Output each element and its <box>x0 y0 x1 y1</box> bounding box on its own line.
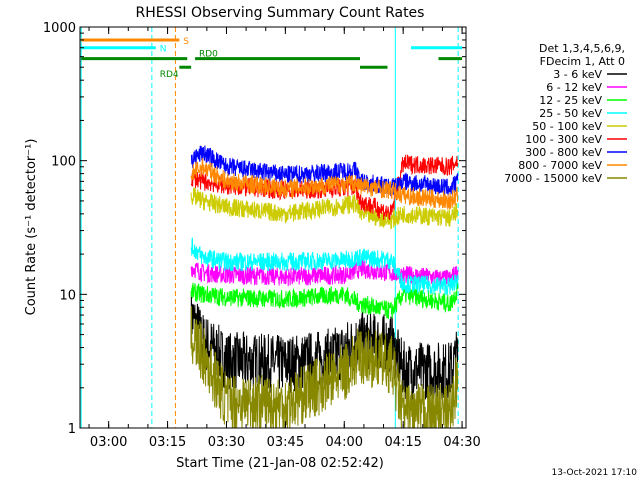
series-50-100kev <box>190 187 459 230</box>
x-tick-label: 03:00 <box>90 435 127 450</box>
chart-title: RHESSI Observing Summary Count Rates <box>136 5 425 21</box>
plot-area: S N RD0 RD4 <box>80 27 463 429</box>
x-axis-label: Start Time (21-Jan-08 02:52:42) <box>176 456 384 471</box>
state-label-n: N <box>160 45 167 55</box>
legend-header: FDecim 1, Att 0 <box>540 55 625 68</box>
y-tick-label: 1000 <box>43 21 76 36</box>
legend-header: Det 1,3,4,5,6,9, <box>539 42 625 55</box>
legend-label: 7000 - 15000 keV <box>504 172 602 185</box>
state-label-s: S <box>183 37 189 47</box>
legend-label: 50 - 100 keV <box>532 120 602 133</box>
y-axis-label: Count Rate (s⁻¹ detector⁻¹) <box>24 139 39 316</box>
legend-label: 25 - 50 keV <box>539 107 602 120</box>
legend-label: 12 - 25 keV <box>539 94 602 107</box>
legend-label: 6 - 12 keV <box>546 81 602 94</box>
state-label-rd4: RD4 <box>160 70 179 80</box>
series-25-50kev <box>190 237 459 296</box>
x-tick-label: 03:45 <box>267 435 304 450</box>
axes: 1 10 100 1000 03:00 03:15 03:30 03:45 04:00 04:15… <box>43 21 481 450</box>
state-label-rd0: RD0 <box>199 50 218 60</box>
series-6-12kev <box>190 259 459 287</box>
x-tick-label: 03:15 <box>149 435 186 450</box>
legend: Det 1,3,4,5,6,9,FDecim 1, Att 03 - 6 keV… <box>504 42 627 185</box>
legend-label: 800 - 7000 keV <box>518 159 602 172</box>
series-7000-15000kev <box>190 306 459 429</box>
y-tick-label: 100 <box>51 155 76 170</box>
plot-frame <box>79 26 467 429</box>
x-tick-label: 03:30 <box>208 435 245 450</box>
timestamp: 13-Oct-2021 17:10 <box>552 468 638 478</box>
series-800-7000kev <box>190 157 459 210</box>
legend-label: 300 - 800 keV <box>525 146 602 159</box>
x-tick-label: 04:15 <box>384 435 421 450</box>
x-tick-label: 04:30 <box>443 435 480 450</box>
x-tick-label: 04:00 <box>326 435 363 450</box>
legend-label: 100 - 300 keV <box>525 133 602 146</box>
legend-label: 3 - 6 keV <box>553 68 602 81</box>
series-12-25kev <box>190 282 459 320</box>
y-tick-label: 1 <box>68 422 76 437</box>
y-tick-label: 10 <box>59 288 76 303</box>
